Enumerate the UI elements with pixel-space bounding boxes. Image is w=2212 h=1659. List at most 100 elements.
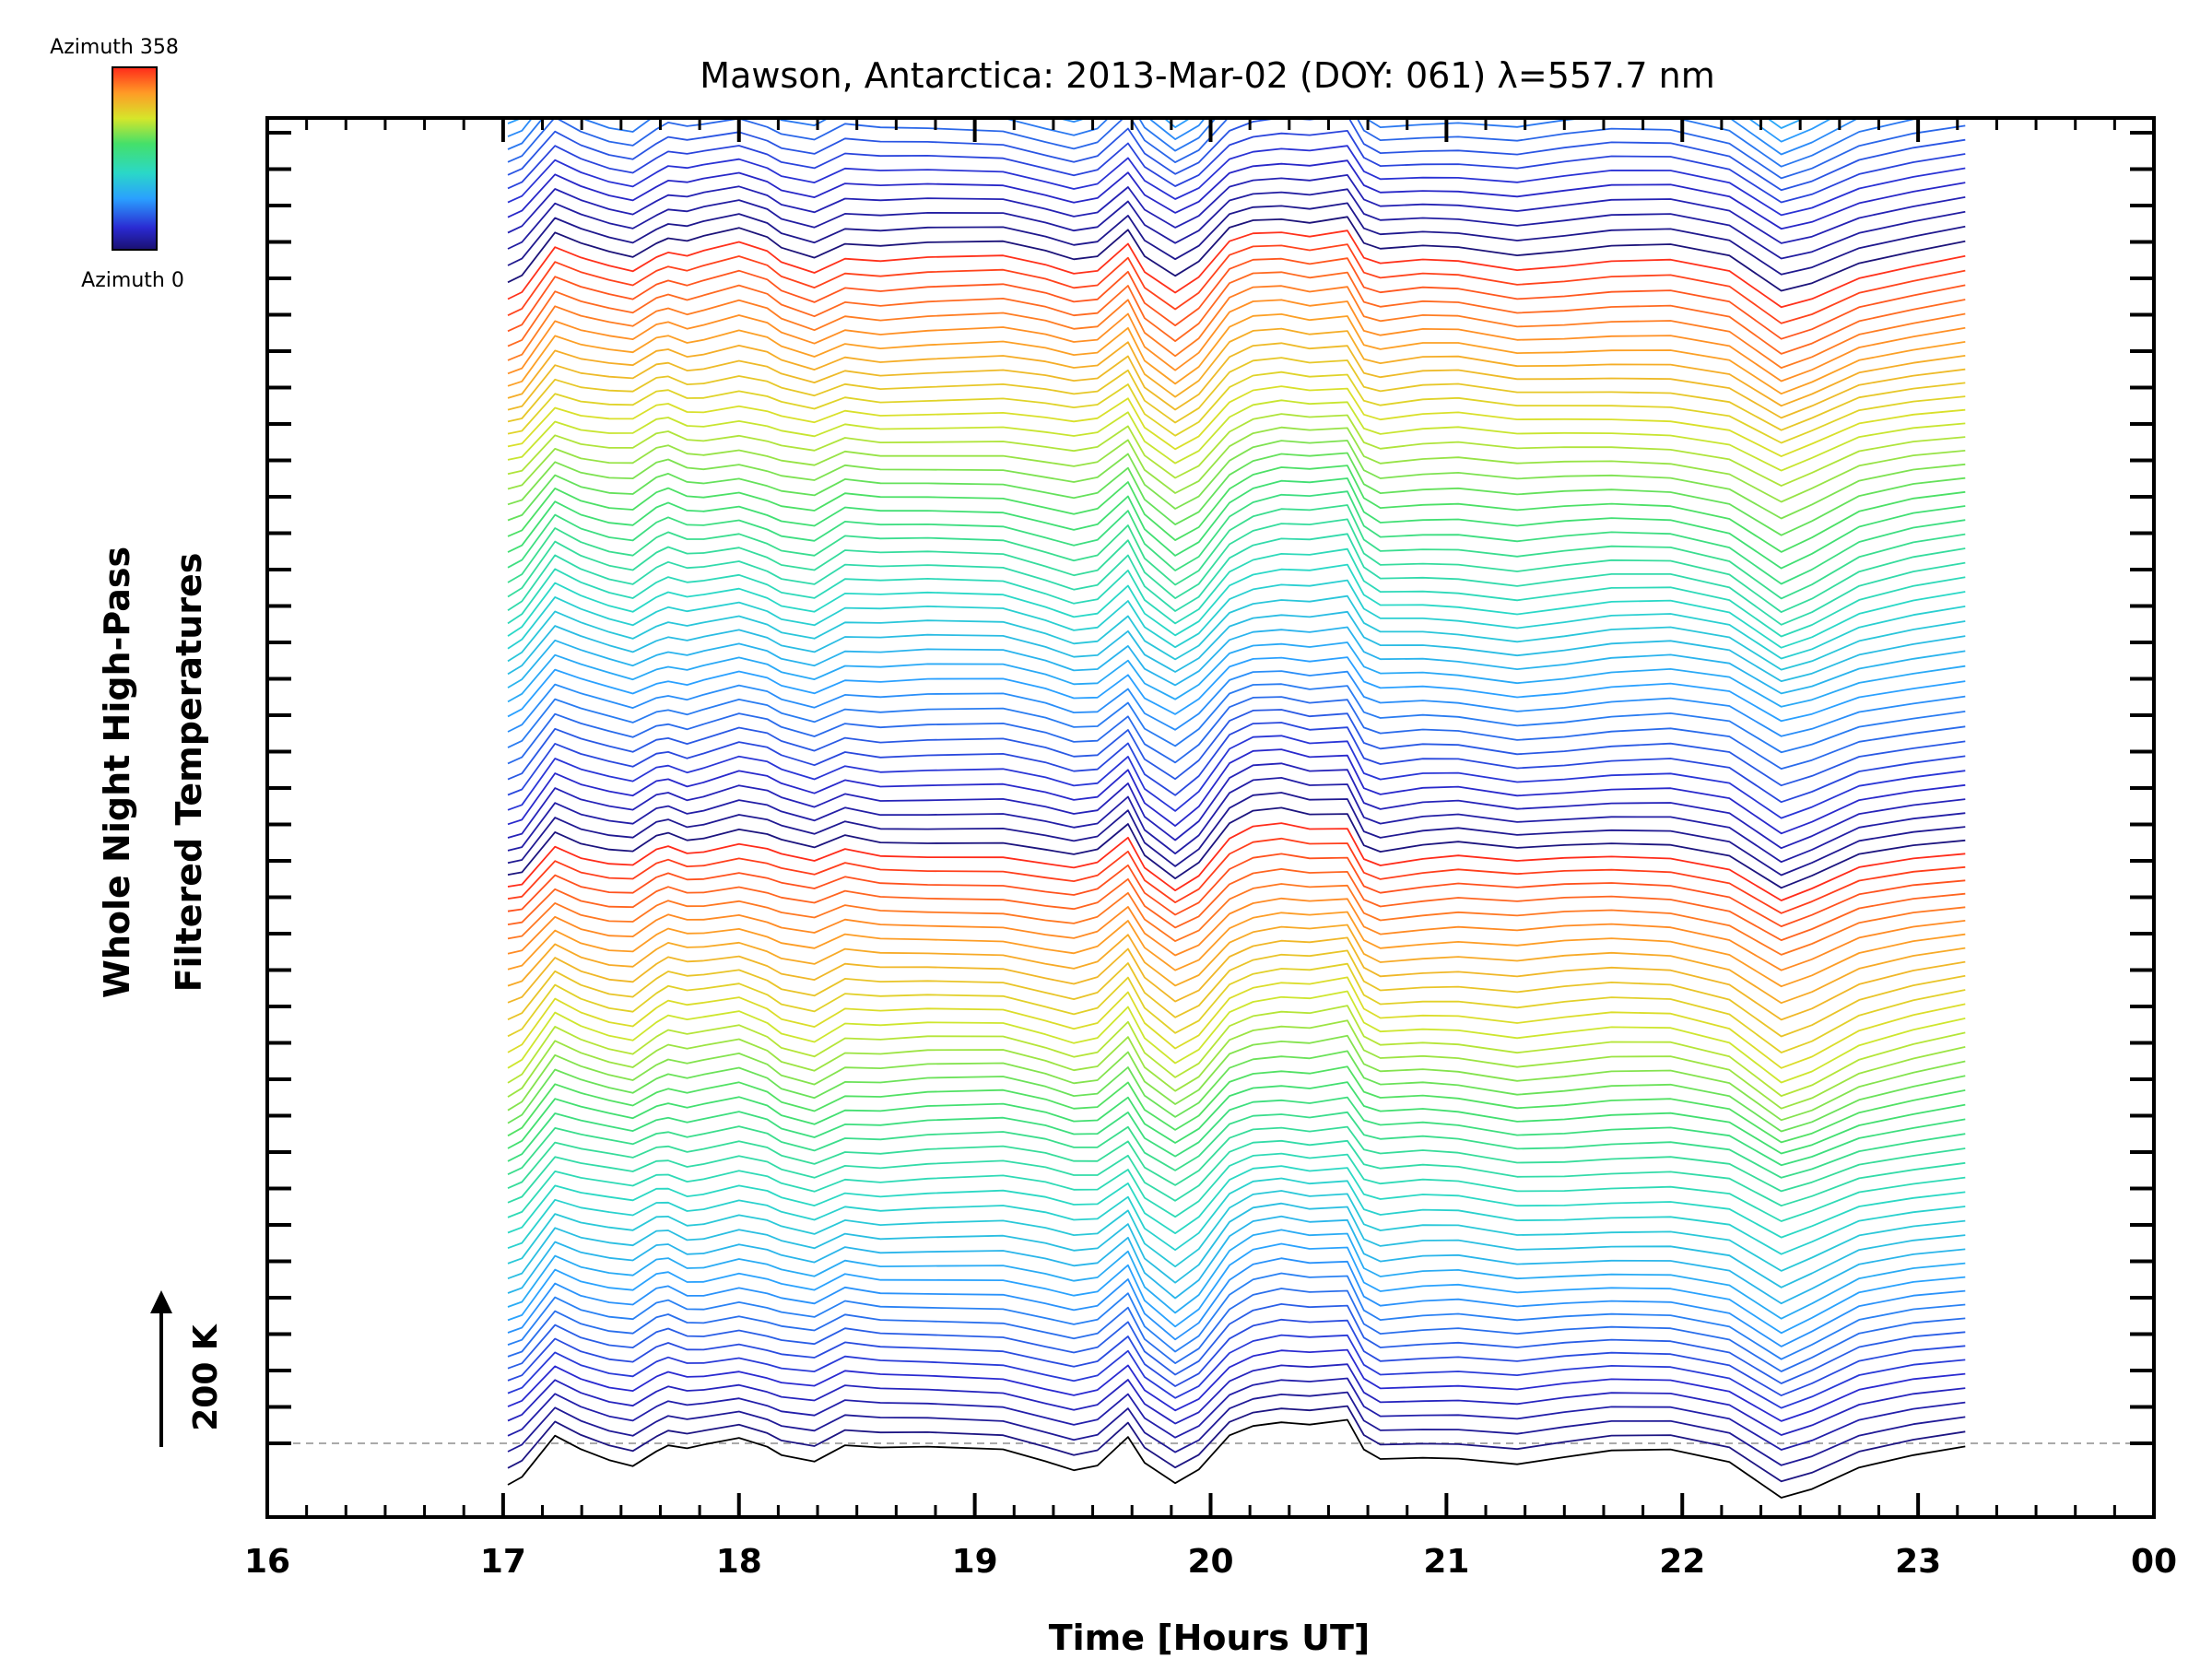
temperature-trace xyxy=(507,1363,1966,1436)
x-tick-label: 21 xyxy=(1423,1543,1469,1581)
temperature-trace xyxy=(507,426,1966,503)
temperature-trace xyxy=(507,563,1966,649)
temperature-trace xyxy=(507,936,1966,1021)
temperature-trace xyxy=(507,777,1966,864)
temperature-trace xyxy=(507,579,1966,660)
temperature-trace xyxy=(507,371,1966,444)
temperature-trace xyxy=(507,792,1966,877)
temperature-trace xyxy=(507,285,1966,370)
temperature-trace xyxy=(507,202,1966,276)
temperature-trace xyxy=(507,1139,1966,1207)
temperature-trace xyxy=(507,1242,1966,1335)
temperature-trace xyxy=(507,188,1966,260)
x-tick-labels: 16 17 18 19 20 21 22 23 00 xyxy=(244,1543,2177,1581)
temperature-trace xyxy=(507,806,1966,889)
x-axis-label: Time [Hours UT] xyxy=(1049,1618,1371,1658)
temperature-trace xyxy=(507,1034,1966,1122)
temperature-trace xyxy=(507,1111,1966,1179)
x-tick-label: 22 xyxy=(1659,1543,1705,1581)
temperature-trace xyxy=(507,594,1966,671)
temperature-trace xyxy=(507,1229,1966,1320)
temperature-trace xyxy=(507,159,1966,230)
temperature-trace xyxy=(507,399,1966,472)
temperature-trace xyxy=(507,216,1966,292)
temperature-trace xyxy=(507,610,1966,682)
temperature-trace xyxy=(507,312,1966,395)
temperature-trace xyxy=(507,837,1966,914)
temperature-trace xyxy=(507,327,1966,407)
temperature-trace xyxy=(507,822,1966,901)
temperature-trace xyxy=(507,257,1966,340)
x-tick-label: 18 xyxy=(716,1543,762,1581)
temperature-trace xyxy=(507,1257,1966,1347)
temperature-trace xyxy=(507,504,1966,600)
temperature-trace xyxy=(507,271,1966,355)
temperature-trace xyxy=(507,1190,1966,1272)
temperature-trace xyxy=(507,626,1966,695)
temperature-trace xyxy=(507,709,1966,787)
temperature-trace xyxy=(507,1165,1966,1239)
temperature-trace xyxy=(507,735,1966,819)
temperature-trace xyxy=(507,452,1966,536)
temperature-trace xyxy=(507,118,1966,180)
temperature-trace xyxy=(507,962,1966,1053)
chart-title: Mawson, Antarctica: 2013-Mar-02 (DOY: 06… xyxy=(700,55,1714,96)
scale-bar-arrowhead xyxy=(150,1290,172,1313)
x-tick-label: 17 xyxy=(480,1543,526,1581)
temperature-trace xyxy=(507,547,1966,638)
temperature-trace xyxy=(507,490,1966,585)
colorbar-bottom-label: Azimuth 0 xyxy=(81,269,184,292)
temperature-trace xyxy=(507,1177,1966,1255)
temperature-trace xyxy=(507,1202,1966,1288)
temperature-trace xyxy=(507,1303,1966,1384)
temperature-trace xyxy=(507,243,1966,324)
temperature-trace xyxy=(507,518,1966,613)
temperature-trace xyxy=(507,748,1966,835)
colorbar-gradient xyxy=(112,66,158,251)
temperature-trace xyxy=(508,0,1965,30)
temperature-trace xyxy=(507,413,1966,487)
temperature-trace xyxy=(507,145,1966,217)
temperature-trace xyxy=(507,229,1966,309)
temperature-trace xyxy=(507,696,1966,770)
temperature-trace xyxy=(507,129,1966,204)
temperature-trace xyxy=(507,1125,1966,1193)
axis-ticks xyxy=(265,118,2156,1517)
y-axis-label-line2: Filtered Temperatures xyxy=(169,553,209,993)
temperature-trace xyxy=(507,670,1966,737)
temperature-trace xyxy=(507,1288,1966,1372)
temperature-trace xyxy=(507,342,1966,419)
temperature-trace xyxy=(507,1050,1966,1133)
temperature-trace xyxy=(508,0,1965,13)
temperature-trace xyxy=(507,976,1966,1069)
temperature-trace xyxy=(507,853,1966,927)
colorbar-top-label: Azimuth 358 xyxy=(50,36,179,59)
temperature-trace xyxy=(507,1377,1966,1451)
temperature-trace xyxy=(507,1405,1966,1483)
temperature-trace xyxy=(507,385,1966,458)
temperature-trace xyxy=(507,897,1966,971)
temperature-trace xyxy=(507,1005,1966,1097)
temperature-trace xyxy=(507,465,1966,553)
colorbar: Azimuth 358 Azimuth 0 xyxy=(50,36,184,292)
temperature-trace xyxy=(507,762,1966,850)
temperature-trace xyxy=(507,440,1966,520)
temperature-trace xyxy=(507,1096,1966,1167)
temperature-trace xyxy=(507,641,1966,708)
temperature-trace xyxy=(507,990,1966,1084)
temperature-trace xyxy=(507,949,1966,1038)
temperature-trace xyxy=(507,1272,1966,1360)
x-tick-label: 20 xyxy=(1187,1543,1233,1581)
temperature-trace xyxy=(507,1391,1966,1466)
temperature-trace xyxy=(507,722,1966,804)
temperature-trace xyxy=(507,868,1966,941)
temperature-trace xyxy=(507,357,1966,431)
scale-bar-label: 200 K xyxy=(187,1324,225,1431)
temperature-trace xyxy=(507,173,1966,244)
trace-group xyxy=(507,0,1966,1499)
y-axis-label-line1: Whole Night High-Pass xyxy=(97,547,137,998)
temperature-trace xyxy=(507,911,1966,988)
temperature-trace xyxy=(507,1418,1966,1499)
x-tick-label: 16 xyxy=(244,1543,290,1581)
